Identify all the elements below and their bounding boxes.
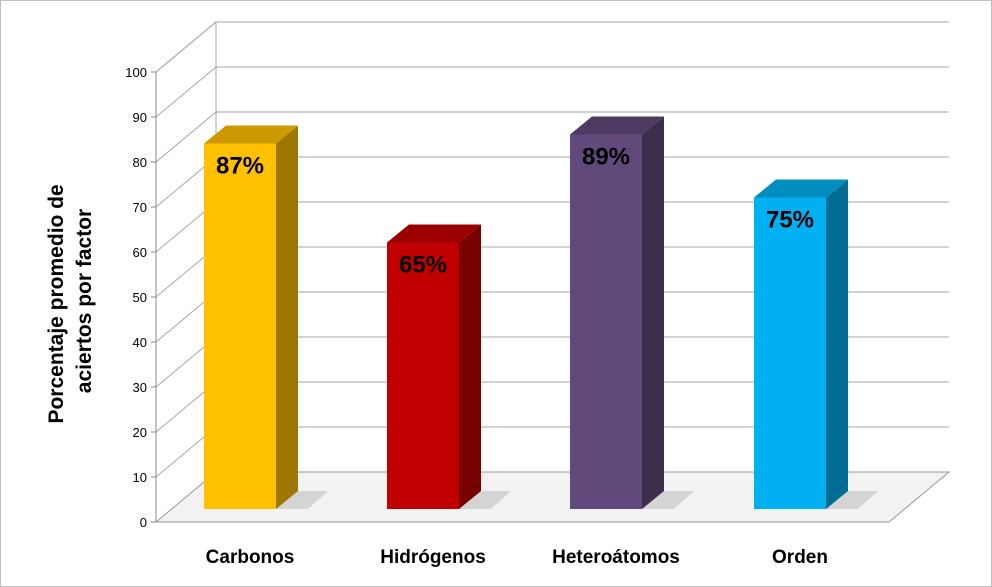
bar-side xyxy=(642,116,664,509)
bar-front xyxy=(570,134,642,509)
y-axis-label-line-1: Porcentaje promedio de xyxy=(45,184,68,423)
category-label: Carbonos xyxy=(206,547,295,568)
labels-layer: 87% Carbonos 65% Hidrógenos 89% Heteroátomos 7… xyxy=(206,144,828,569)
y-tick-label: 50 xyxy=(133,290,147,305)
category-label: Orden xyxy=(772,547,828,568)
y-tick-label: 80 xyxy=(133,155,147,170)
y-tick-label: 70 xyxy=(133,200,147,215)
bar-top xyxy=(204,125,298,144)
side-top-line xyxy=(155,21,217,73)
category-label: Heteroátomos xyxy=(552,547,680,568)
bar-side xyxy=(826,179,848,509)
data-label: 87% xyxy=(216,153,264,180)
y-tick-label: 20 xyxy=(133,425,147,440)
y-tick-label: 30 xyxy=(133,380,147,395)
data-label: 65% xyxy=(399,252,447,279)
bar-orden xyxy=(754,179,878,509)
bar-carbonos xyxy=(204,125,328,509)
y-axis-label: Porcentaje promedio de aciertos por fact… xyxy=(45,178,96,423)
y-axis-label-line-2: aciertos por factor xyxy=(73,209,96,393)
bar-front xyxy=(204,143,276,509)
bar-side xyxy=(276,125,298,509)
category-label: Hidrógenos xyxy=(380,547,486,568)
floor xyxy=(154,471,951,523)
bar-top xyxy=(570,116,664,135)
y-tick-label: 60 xyxy=(133,245,147,260)
y-tick-label: 100 xyxy=(125,65,147,80)
y-tick-label: 0 xyxy=(140,515,147,530)
data-label: 89% xyxy=(582,144,630,171)
bar-front xyxy=(754,197,826,509)
data-label: 75% xyxy=(766,207,814,234)
bar-front xyxy=(387,242,459,509)
y-tick-label: 40 xyxy=(133,335,147,350)
bar-heteroátomos xyxy=(570,116,694,509)
bars-layer xyxy=(204,116,878,509)
bar-hidrógenos xyxy=(387,224,511,509)
y-tick-label: 10 xyxy=(133,470,147,485)
y-tick-label: 90 xyxy=(133,110,147,125)
bar-side xyxy=(459,224,481,509)
bar-top xyxy=(387,224,481,243)
bar-top xyxy=(754,179,848,198)
